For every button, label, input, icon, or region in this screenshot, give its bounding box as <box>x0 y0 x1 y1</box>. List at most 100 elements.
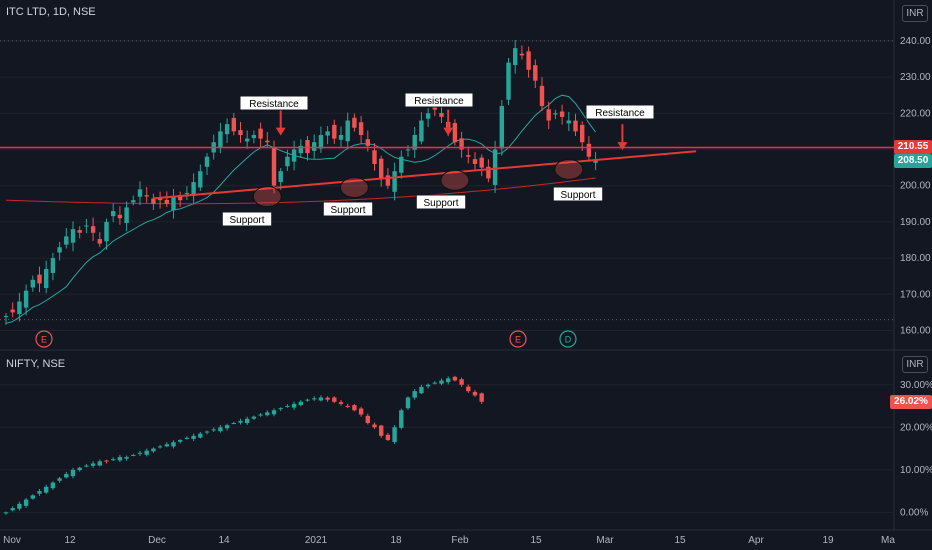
main-candle-body <box>365 139 370 146</box>
main-currency-badge[interactable]: INR <box>902 5 928 22</box>
event-marker-label: D <box>565 335 572 345</box>
main-candle-body <box>358 122 364 135</box>
sub-candle-body <box>285 406 290 408</box>
sub-candle-body <box>151 448 156 452</box>
x-tick-label: Feb <box>451 535 469 546</box>
sub-candle-body <box>84 465 89 467</box>
main-y-tick-label: 240.00 <box>900 36 931 47</box>
resistance-label: Resistance <box>595 108 645 119</box>
short-moving-average-line <box>5 94 597 324</box>
main-y-tick-label: 230.00 <box>900 72 931 83</box>
main-candle-body <box>291 149 297 162</box>
event-marker-d <box>559 330 577 348</box>
main-candle-body <box>405 149 411 151</box>
support-label: Support <box>229 215 264 226</box>
sub-candle-body <box>338 402 344 404</box>
x-tick-label: 15 <box>674 535 686 546</box>
sub-candle-body <box>211 429 216 431</box>
support-touch-ellipse <box>339 177 369 198</box>
sub-candle-body <box>392 427 397 443</box>
sub-candle-body <box>44 486 49 493</box>
main-candle-body <box>137 189 143 197</box>
main-candle-body <box>559 111 565 117</box>
main-candle-body <box>245 138 250 142</box>
main-candle-body <box>305 140 310 154</box>
sub-candle-body <box>385 434 391 441</box>
event-marker-label: E <box>515 335 521 345</box>
sub-candle-body <box>50 482 56 489</box>
main-candle-body <box>539 85 545 107</box>
sub-candle-body <box>238 420 243 423</box>
main-candle-body <box>50 258 56 273</box>
main-legend: ITC LTD, 1D, NSE <box>6 6 96 18</box>
sub-candle-body <box>271 410 277 415</box>
sub-candle-body <box>117 457 123 461</box>
main-candle-body <box>499 106 504 149</box>
resistance-arrow-head <box>275 127 286 136</box>
sub-candle-body <box>305 399 310 401</box>
main-candle-body <box>23 290 29 308</box>
sub-candle-body <box>37 491 42 494</box>
main-candle-body <box>258 128 263 139</box>
support-label: Support <box>330 205 365 216</box>
x-tick-label: 19 <box>822 535 834 546</box>
sub-candle-body <box>419 386 424 394</box>
support-touch-ellipse <box>440 169 470 191</box>
main-candle-body <box>586 143 592 157</box>
main-candle-body <box>278 171 283 183</box>
main-candle-body <box>231 117 236 132</box>
x-tick-label: 14 <box>218 535 230 546</box>
sub-candle-body <box>111 459 116 461</box>
sub-candle-body <box>325 397 330 400</box>
event-marker-e <box>35 330 53 348</box>
x-tick-label: 18 <box>390 535 402 546</box>
sub-candle-body <box>251 416 257 419</box>
sub-candle-body <box>198 433 203 438</box>
main-candle-body <box>104 221 109 242</box>
x-tick-label: 2021 <box>305 535 328 546</box>
sub-candle-body <box>258 414 263 416</box>
main-candle-body <box>285 156 290 167</box>
main-candle-body <box>345 120 350 142</box>
main-y-tick-label: 160.00 <box>900 326 931 337</box>
sub-candle-body <box>97 461 102 466</box>
sub-y-tick-label: 10.00% <box>900 465 932 476</box>
main-candle-body <box>352 117 357 128</box>
sub-candle-body <box>412 391 417 398</box>
main-candle-body <box>332 124 337 139</box>
main-candle-body <box>77 230 82 233</box>
long-moving-average-line <box>5 177 596 205</box>
main-candle-body <box>312 142 317 151</box>
main-candle-body <box>566 120 571 124</box>
sub-candle-body <box>178 440 183 442</box>
main-candle-body <box>10 309 15 313</box>
main-candle-body <box>151 198 156 204</box>
sub-candle-body <box>191 435 196 439</box>
sub-candle-body <box>164 444 169 447</box>
sub-y-tick-label: 0.00% <box>900 507 928 518</box>
main-candle-body <box>117 214 123 219</box>
main-candle-body <box>412 135 417 150</box>
main-candle-body <box>191 182 196 196</box>
sub-currency-badge[interactable]: INR <box>902 356 928 373</box>
main-y-tick-label: 200.00 <box>900 181 931 192</box>
main-candle-body <box>70 229 76 243</box>
resistance-label: Resistance <box>249 99 299 110</box>
main-candle-body <box>204 156 210 167</box>
main-y-tick-label: 190.00 <box>900 217 931 228</box>
x-tick-label: Ma <box>881 535 895 546</box>
sub-candle-body <box>124 457 129 459</box>
support-label: Support <box>423 198 458 209</box>
main-candle-body <box>593 160 598 163</box>
main-candle-body <box>57 247 62 253</box>
x-tick-label: 12 <box>64 535 76 546</box>
support-label-box <box>221 211 273 227</box>
support-touch-ellipse <box>252 186 282 208</box>
resistance-label-box <box>404 92 474 108</box>
main-candle-body <box>44 268 49 289</box>
main-candle-body <box>432 107 437 110</box>
main-candle-body <box>3 316 9 318</box>
main-candle-body <box>419 120 424 142</box>
main-candle-body <box>17 301 22 315</box>
